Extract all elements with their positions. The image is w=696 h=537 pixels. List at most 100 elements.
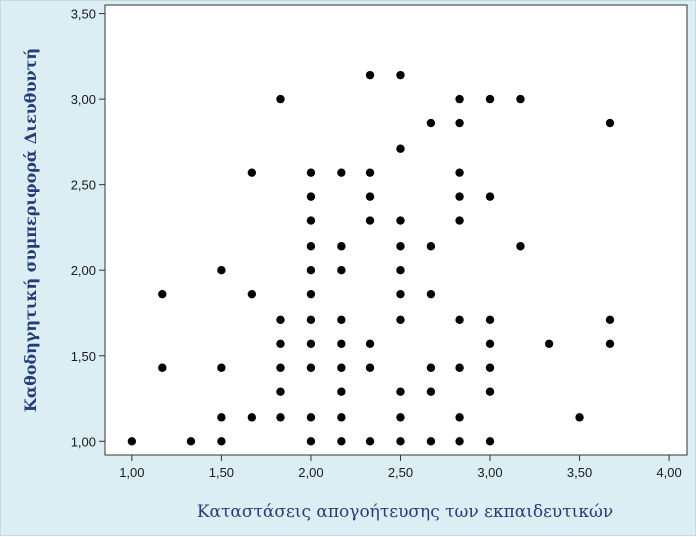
- x-tick-label: 2,00: [298, 465, 323, 480]
- data-point: [306, 216, 316, 225]
- data-points: [127, 70, 615, 446]
- data-point: [306, 192, 316, 201]
- data-point: [127, 437, 137, 446]
- data-point: [337, 266, 346, 275]
- data-point: [485, 437, 495, 446]
- plot-area: [104, 4, 688, 456]
- data-point: [365, 339, 375, 348]
- data-point: [455, 413, 464, 422]
- x-tick-label: 1,50: [209, 465, 234, 480]
- data-point: [306, 242, 316, 251]
- x-axis: 1,00 1,50 2,00 2,50 3,00 3,50 4,00: [119, 455, 682, 480]
- y-tick-label: 2,00: [71, 263, 96, 278]
- y-axis: 1,00 1,50 2,00 2,50 3,00 3,50: [71, 7, 105, 449]
- data-point: [485, 339, 495, 348]
- data-point: [396, 437, 405, 446]
- data-point: [337, 242, 346, 251]
- data-point: [455, 94, 464, 104]
- data-point: [485, 94, 495, 104]
- data-point: [365, 363, 375, 372]
- y-tick-label: 2,50: [71, 178, 96, 193]
- data-point: [605, 339, 615, 348]
- data-point: [485, 315, 495, 325]
- data-point: [217, 437, 226, 446]
- data-point: [306, 413, 316, 422]
- data-point: [575, 413, 584, 422]
- y-tick-label: 3,50: [71, 7, 96, 22]
- data-point: [217, 363, 226, 372]
- data-point: [306, 437, 316, 446]
- y-tick-label: 3,00: [71, 92, 96, 107]
- data-point: [306, 339, 316, 348]
- y-axis-title: Καθοδηγητική συμπεριφορά Διευθυντή: [21, 48, 40, 412]
- data-point: [426, 289, 436, 299]
- data-point: [455, 118, 464, 128]
- data-point: [426, 387, 436, 396]
- data-point: [426, 437, 436, 446]
- data-point: [337, 339, 346, 348]
- y-tick-label: 1,00: [71, 434, 96, 449]
- data-point: [306, 289, 316, 299]
- data-point: [396, 242, 405, 251]
- data-point: [544, 339, 554, 348]
- data-point: [158, 363, 167, 372]
- x-tick-label: 3,50: [567, 465, 592, 480]
- data-point: [247, 168, 257, 177]
- data-point: [337, 413, 346, 422]
- data-point: [276, 315, 285, 325]
- data-point: [365, 168, 375, 177]
- data-point: [516, 94, 525, 104]
- data-point: [217, 266, 226, 275]
- data-point: [426, 363, 436, 372]
- data-point: [247, 413, 257, 422]
- data-point: [455, 363, 464, 372]
- y-tick-label: 1,50: [71, 349, 96, 364]
- x-tick-label: 4,00: [656, 465, 681, 480]
- data-point: [396, 266, 405, 275]
- data-point: [276, 387, 285, 396]
- data-point: [455, 216, 464, 225]
- data-point: [337, 387, 346, 396]
- data-point: [396, 289, 405, 299]
- data-point: [485, 387, 495, 396]
- data-point: [306, 266, 316, 275]
- data-point: [365, 192, 375, 201]
- data-point: [276, 339, 285, 348]
- data-point: [217, 413, 226, 422]
- data-point: [396, 70, 405, 80]
- data-point: [396, 315, 405, 325]
- data-point: [186, 437, 196, 446]
- data-point: [455, 192, 464, 201]
- data-point: [455, 168, 464, 177]
- x-tick-label: 2,50: [388, 465, 413, 480]
- data-point: [426, 242, 436, 251]
- data-point: [247, 289, 257, 299]
- data-point: [337, 363, 346, 372]
- data-point: [306, 168, 316, 177]
- data-point: [426, 118, 436, 128]
- x-axis-title: Καταστάσεις απογοήτευσης των εκπαιδευτικ…: [197, 502, 613, 522]
- data-point: [337, 315, 346, 325]
- x-tick-label: 1,00: [119, 465, 144, 480]
- data-point: [485, 363, 495, 372]
- data-point: [365, 70, 375, 80]
- data-point: [158, 289, 167, 299]
- data-point: [306, 315, 316, 325]
- data-point: [485, 192, 495, 201]
- x-tick-label: 3,00: [477, 465, 502, 480]
- data-point: [396, 413, 405, 422]
- data-point: [455, 437, 464, 446]
- data-point: [276, 94, 285, 104]
- data-point: [455, 315, 464, 325]
- data-point: [396, 387, 405, 396]
- data-point: [605, 315, 615, 325]
- data-point: [365, 216, 375, 225]
- data-point: [396, 144, 405, 153]
- data-point: [276, 413, 285, 422]
- data-point: [396, 216, 405, 225]
- data-point: [276, 363, 285, 372]
- data-point: [337, 437, 346, 446]
- data-point: [365, 437, 375, 446]
